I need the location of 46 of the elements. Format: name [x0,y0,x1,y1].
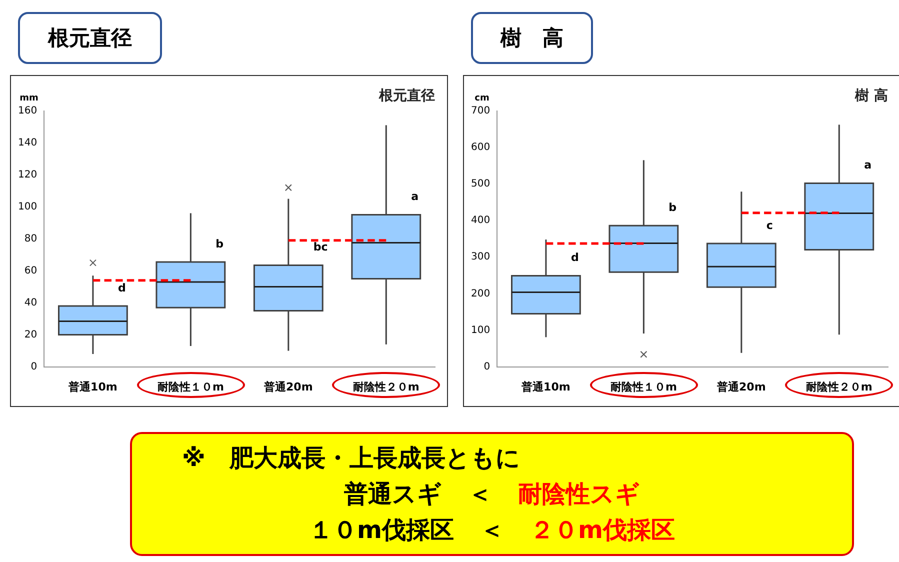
y-tick-label: 400 [470,215,490,226]
y-tick-label: 100 [470,324,490,336]
annotation: a [864,158,872,172]
annotation: d [570,251,579,264]
x-tick-label: 普通10m [520,380,570,394]
y-tick-label: 0 [30,361,38,372]
y-tick-label: 600 [470,142,490,153]
x-tick-label: 耐陰性２０m [352,380,420,394]
y-tick-label: 200 [470,288,490,300]
y-tick-label: 20 [24,329,38,340]
y-axis-title: mm [20,94,38,104]
y-tick-label: 0 [484,361,490,372]
chart-title: 根元直径 [18,12,162,64]
text: ※ 肥大成長・上長成長ともに [182,443,522,474]
annotation: bc [313,240,328,254]
x-tick-label: 耐陰性２０m [806,380,872,394]
x-tick-label: 耐陰性１０m [610,380,677,394]
annotation: a [411,190,419,204]
y-tick-label: 100 [18,201,38,212]
text: 普通スギ [344,479,442,510]
y-tick-label: 80 [24,233,38,244]
annotation: b [216,237,224,250]
annotation: b [668,200,677,214]
y-tick-label: 120 [18,169,38,180]
y-tick-label: 140 [18,137,38,148]
x-tick-label: 普通20m [716,380,766,394]
x-tick-label: 耐陰性１０m [157,380,224,394]
text: １０m伐採区 [308,515,454,546]
chart-subtitle: 樹 高 [854,87,888,104]
annotation: c [766,218,773,232]
y-tick-label: 160 [18,105,38,116]
chart-subtitle: 根元直径 [378,88,435,104]
y-axis-title: cm [474,94,490,104]
annotation: d [118,281,126,294]
text: 耐陰性スギ [518,479,640,510]
y-tick-label: 700 [470,105,490,116]
text: ＜ [468,479,492,510]
text: ２０m伐採区 [530,515,676,546]
y-tick-label: 40 [24,297,38,308]
text: ＜ [480,515,504,546]
chart-title: 樹 高 [471,12,593,64]
y-tick-label: 500 [470,178,490,190]
x-tick-label: 普通20m [263,380,313,394]
x-tick-label: 普通10m [68,380,118,394]
y-tick-label: 60 [24,265,38,276]
y-tick-label: 300 [470,252,490,263]
